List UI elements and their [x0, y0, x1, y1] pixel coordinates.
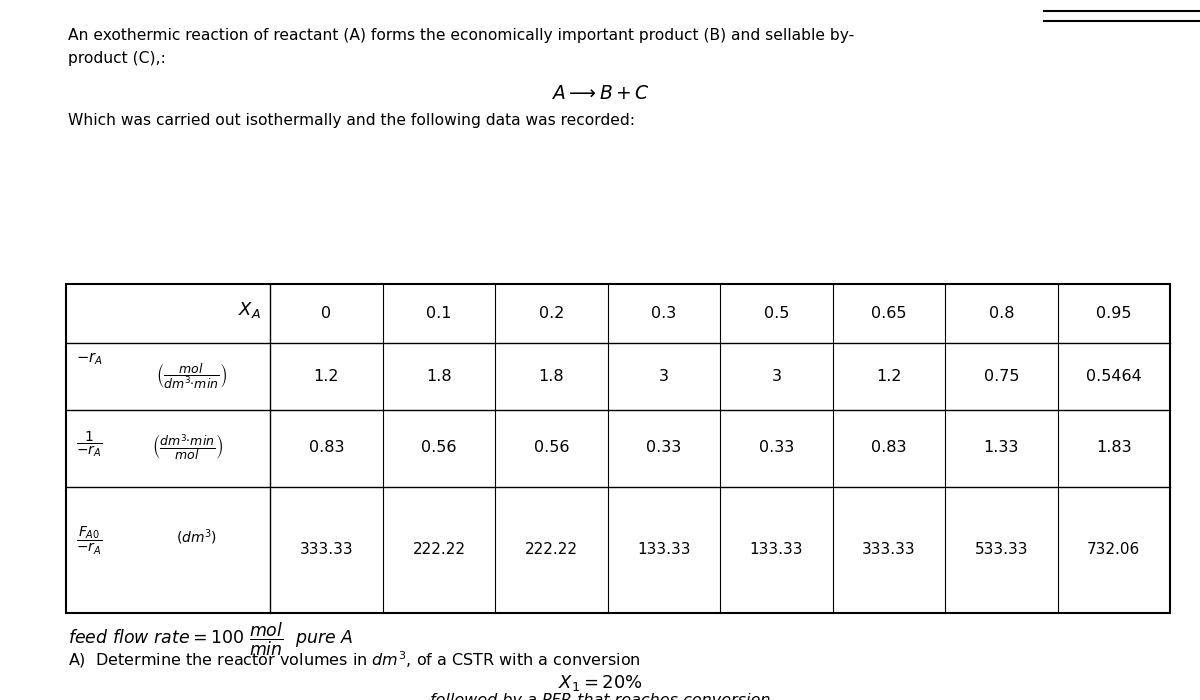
Text: 333.33: 333.33 — [862, 542, 916, 557]
Text: Which was carried out isothermally and the following data was recorded:: Which was carried out isothermally and t… — [68, 113, 636, 128]
Text: 0.75: 0.75 — [984, 369, 1019, 384]
Text: 0.5464: 0.5464 — [1086, 369, 1141, 384]
Text: 0.95: 0.95 — [1096, 306, 1132, 321]
Text: product (C),:: product (C),: — [68, 51, 166, 66]
Text: $A \longrightarrow B + C$: $A \longrightarrow B + C$ — [551, 84, 649, 103]
Text: 222.22: 222.22 — [524, 542, 578, 557]
Text: $-r_A$: $-r_A$ — [76, 351, 102, 367]
Text: $\left(\dfrac{mol}{dm^3{\cdot}min}\right)$: $\left(\dfrac{mol}{dm^3{\cdot}min}\right… — [156, 362, 227, 391]
Text: 0.1: 0.1 — [426, 306, 451, 321]
Text: A)  Determine the reactor volumes in $dm^3$, of a CSTR with a conversion: A) Determine the reactor volumes in $dm^… — [68, 650, 641, 671]
Text: 0.33: 0.33 — [647, 440, 682, 456]
Text: $feed\ flow\ rate = 100\ \dfrac{mol}{min}\ \ pure\ A$: $feed\ flow\ rate = 100\ \dfrac{mol}{min… — [68, 621, 354, 658]
Text: 0.3: 0.3 — [652, 306, 677, 321]
Text: An exothermic reaction of reactant (A) forms the economically important product : An exothermic reaction of reactant (A) f… — [68, 28, 854, 43]
Text: 732.06: 732.06 — [1087, 542, 1140, 557]
Text: 1.83: 1.83 — [1096, 440, 1132, 456]
Text: 0: 0 — [322, 306, 331, 321]
Text: 133.33: 133.33 — [637, 542, 691, 557]
Text: 0.8: 0.8 — [989, 306, 1014, 321]
Text: 333.33: 333.33 — [300, 542, 353, 557]
Text: $X_1 = 20\%$: $X_1 = 20\%$ — [558, 673, 642, 694]
Text: 1.8: 1.8 — [539, 369, 564, 384]
Text: 1.2: 1.2 — [313, 369, 340, 384]
Text: 1.8: 1.8 — [426, 369, 451, 384]
Text: 0.56: 0.56 — [421, 440, 457, 456]
Text: $\dfrac{F_{A0}}{-r_A}$: $\dfrac{F_{A0}}{-r_A}$ — [76, 525, 102, 557]
Text: 0.33: 0.33 — [758, 440, 794, 456]
Text: 1.33: 1.33 — [984, 440, 1019, 456]
Text: 222.22: 222.22 — [413, 542, 466, 557]
Text: $\left(\dfrac{dm^3{\cdot}min}{mol}\right)$: $\left(\dfrac{dm^3{\cdot}min}{mol}\right… — [152, 433, 223, 463]
Text: $(dm^3)$: $(dm^3)$ — [176, 527, 217, 547]
Text: 0.5: 0.5 — [763, 306, 790, 321]
Text: 133.33: 133.33 — [750, 542, 803, 557]
Text: 3: 3 — [772, 369, 781, 384]
Text: 0.83: 0.83 — [308, 440, 344, 456]
Text: followed by a PFR that reaches conversion: followed by a PFR that reaches conversio… — [430, 693, 770, 700]
Text: 1.2: 1.2 — [876, 369, 901, 384]
Text: 3: 3 — [659, 369, 668, 384]
Text: 533.33: 533.33 — [974, 542, 1028, 557]
Bar — [66, 284, 1170, 612]
Text: 0.83: 0.83 — [871, 440, 906, 456]
Text: 0.2: 0.2 — [539, 306, 564, 321]
Text: $X_A$: $X_A$ — [238, 300, 260, 320]
Text: 0.56: 0.56 — [534, 440, 569, 456]
Text: 0.65: 0.65 — [871, 306, 906, 321]
Text: $\dfrac{1}{-r_A}$: $\dfrac{1}{-r_A}$ — [76, 430, 102, 459]
